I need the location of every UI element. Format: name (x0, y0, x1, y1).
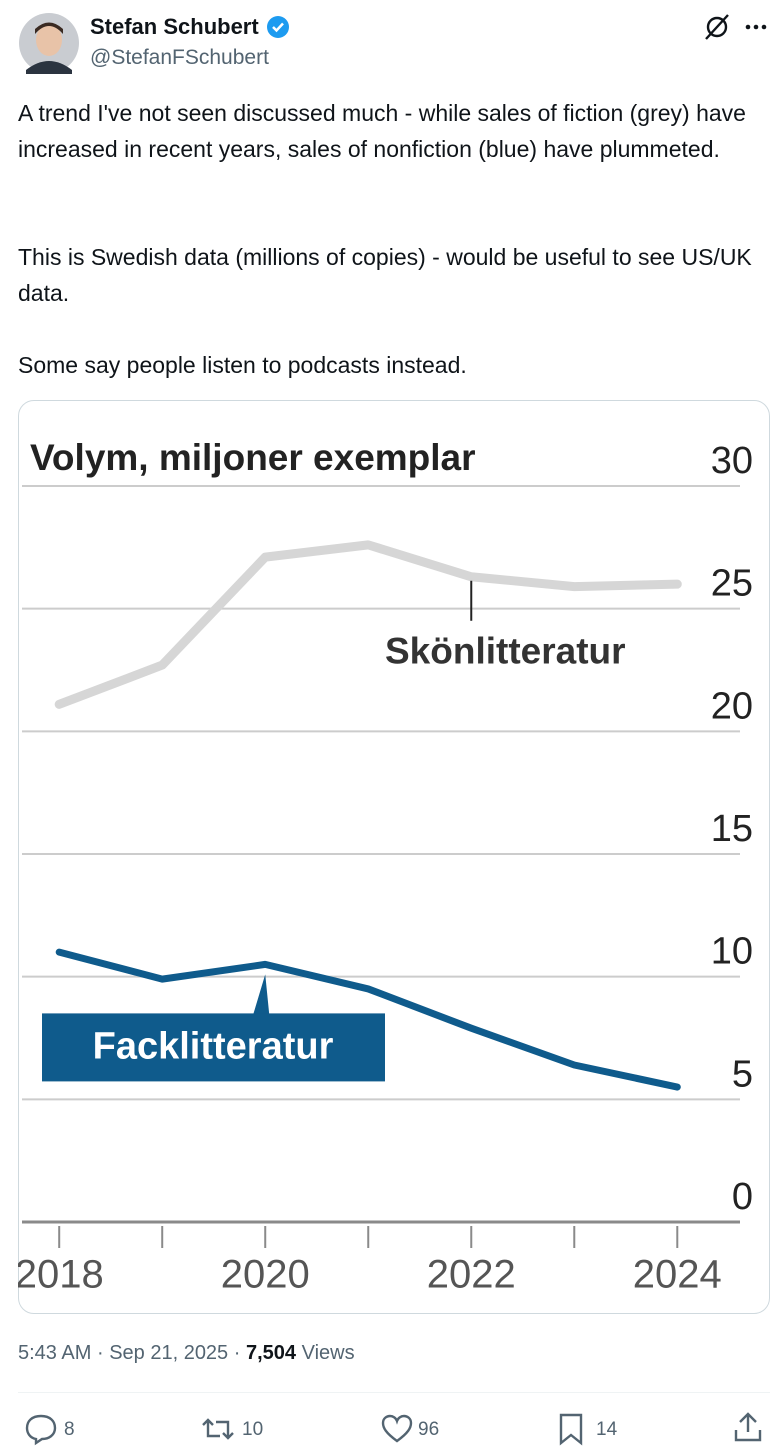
views-count: 7,504 (245, 1342, 297, 1364)
author-handle[interactable]: @StefanFSchubert (90, 46, 269, 69)
bookmark-icon[interactable] (556, 1412, 586, 1446)
time[interactable]: 5:43 AM (18, 1342, 92, 1364)
tweet-meta: 5:43 AM · Sep 21, 2025 · 7,504 Views (18, 1342, 355, 1365)
y-tick-label: 10 (711, 931, 753, 973)
reply-icon[interactable] (24, 1412, 58, 1446)
author-name[interactable]: Stefan Schubert (90, 14, 259, 39)
annotation-pointer (253, 974, 270, 1015)
y-tick-label: 20 (711, 685, 753, 727)
avatar[interactable] (18, 12, 80, 74)
media-card[interactable] (18, 400, 770, 1314)
tweet-text: Some say people listen to podcasts inste… (18, 352, 467, 378)
repost-count: 10 (242, 1419, 264, 1440)
repost-icon[interactable] (200, 1412, 236, 1446)
share-icon[interactable] (732, 1410, 764, 1444)
header-icons[interactable] (702, 12, 772, 42)
views-label: Views (301, 1342, 355, 1364)
divider (18, 1392, 770, 1393)
y-tick-label: 5 (732, 1053, 753, 1095)
date[interactable]: Sep 21, 2025 (109, 1342, 229, 1364)
chart-title: Volym, miljoner exemplar (30, 437, 476, 478)
y-tick-label: 25 (711, 563, 753, 605)
series-line (55, 948, 681, 1091)
separator: · (233, 1342, 241, 1364)
series-label: Skönlitteratur (385, 631, 626, 672)
bookmark-count: 14 (596, 1419, 618, 1440)
x-tick-label: 2020 (221, 1253, 310, 1297)
tweet-text: A trend I've not seen discussed much - w… (18, 100, 746, 162)
verified-badge (267, 16, 289, 38)
series-line (54, 540, 682, 709)
tweet-text: This is Swedish data (millions of copies… (18, 244, 752, 306)
x-tick-label: 2018 (18, 1253, 104, 1297)
series-label-box (42, 1013, 385, 1082)
y-tick-label: 15 (711, 808, 753, 850)
like-icon[interactable] (380, 1412, 414, 1446)
separator: · (96, 1342, 104, 1364)
x-tick-label: 2022 (427, 1253, 516, 1297)
x-tick-label: 2024 (633, 1253, 722, 1297)
reply-count: 8 (64, 1419, 75, 1440)
like-count: 96 (418, 1419, 440, 1440)
y-tick-label: 30 (711, 440, 753, 482)
series-label: Facklitteratur (93, 1025, 334, 1067)
chart: Volym, miljoner exemplar 0 5 10 15 20 25 30 201… (18, 437, 753, 1297)
y-tick-label: 0 (732, 1176, 753, 1218)
